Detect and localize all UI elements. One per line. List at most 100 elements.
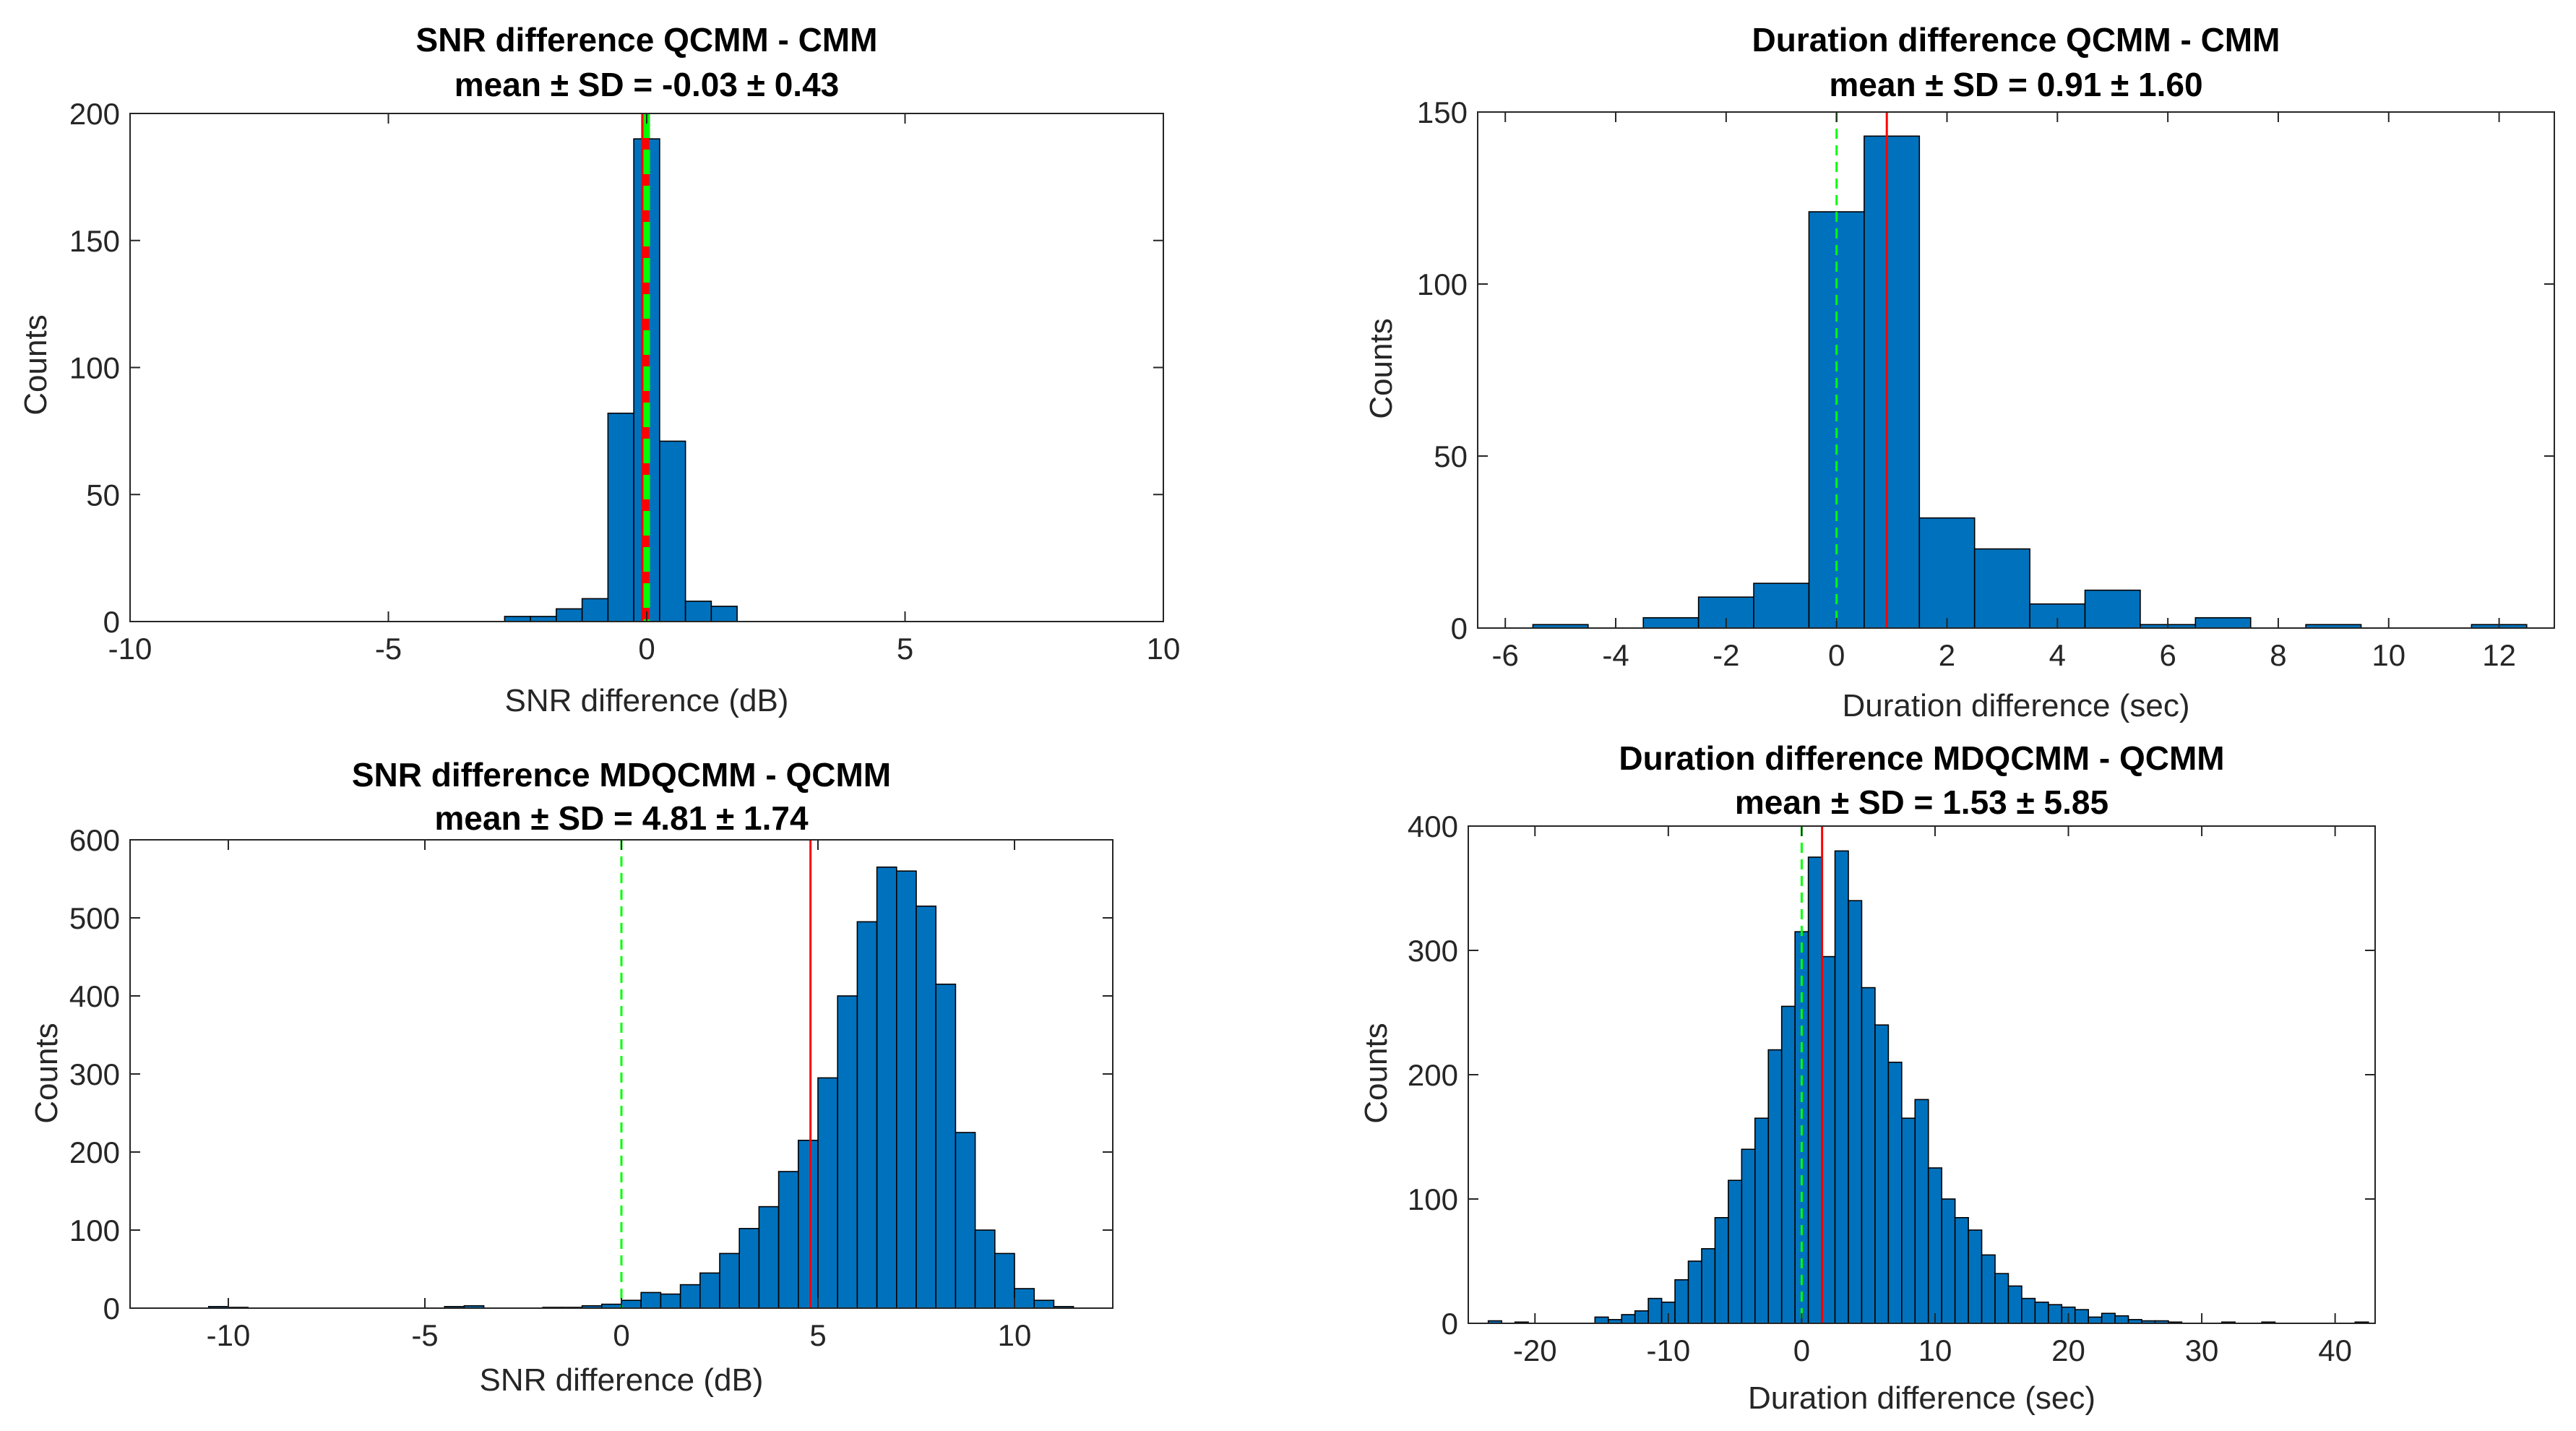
chart-subtitle: mean ± SD = -0.03 ± 0.43: [454, 66, 840, 103]
histogram-bar: [1714, 1216, 1729, 1324]
y-tick-label: 150: [69, 224, 120, 258]
histogram-bar: [837, 995, 858, 1309]
x-tick-label: 30: [2185, 1333, 2219, 1367]
histogram-bar: [1981, 1254, 1996, 1324]
histogram-bar: [856, 921, 878, 1309]
x-tick-label: -10: [207, 1318, 251, 1352]
histogram-bar: [1887, 1061, 1903, 1324]
x-tick-label: -20: [1513, 1333, 1557, 1367]
chart-title: SNR difference QCMM - CMM: [415, 21, 878, 59]
x-tick-label: -10: [1646, 1333, 1690, 1367]
histogram-bar: [1968, 1229, 1983, 1324]
histogram-plot: -6 -4 -2 0 2 4 6 8 10 12 0 50 100 150: [1417, 95, 2555, 672]
histogram-bar: [2048, 1304, 2063, 1324]
y-tick-label: 100: [69, 351, 120, 385]
y-tick-label: 200: [69, 97, 120, 131]
axes-frame: [1477, 111, 2555, 629]
y-tick-label: 400: [69, 979, 120, 1013]
histogram-bar: [1642, 616, 1700, 629]
x-tick-label: 0: [613, 1318, 629, 1352]
x-tick-label: 5: [897, 632, 913, 666]
histogram-bar: [1973, 548, 2030, 629]
histogram-bar: [679, 1284, 701, 1309]
x-tick-label: 10: [1147, 632, 1181, 666]
histogram-bar: [1821, 955, 1836, 1324]
histogram-bar: [710, 606, 738, 622]
histogram-bar: [1901, 1117, 1916, 1324]
chart-title: Duration difference MDQCMM - QCMM: [1619, 739, 2225, 777]
histogram-bar: [916, 906, 937, 1309]
x-tick-label: -5: [411, 1318, 438, 1352]
histogram-bar: [2007, 1285, 2023, 1324]
y-tick-label: 600: [69, 823, 120, 857]
x-tick-label: 6: [2159, 638, 2176, 672]
x-tick-label: 0: [1828, 638, 1845, 672]
x-tick-label: 0: [638, 632, 655, 666]
panel-dur-mdqcmm-qcmm: Duration difference MDQCMM - QCMM mean ±…: [1315, 723, 2576, 1431]
chart-subtitle: mean ± SD = 1.53 ± 5.85: [1734, 783, 2109, 821]
histogram-bar: [719, 1252, 741, 1309]
y-tick-label: 300: [1408, 934, 1458, 968]
histogram-bar: [556, 608, 583, 622]
y-tick-label: 100: [1408, 1182, 1458, 1216]
histogram-bar: [738, 1228, 760, 1309]
x-tick-label: 4: [2049, 638, 2066, 672]
chart-subtitle: mean ± SD = 4.81 ± 1.74: [434, 799, 809, 837]
panel-snr-mdqcmm-qcmm: SNR difference MDQCMM - QCMM mean ± SD =…: [0, 723, 1228, 1431]
histogram-bar: [1874, 1024, 1890, 1324]
histogram-bar: [1594, 1316, 1609, 1324]
histogram-bar: [1701, 1247, 1716, 1324]
histogram-bar: [1861, 987, 1876, 1324]
y-tick-label: 0: [1442, 1307, 1458, 1341]
histogram-bar: [955, 1132, 976, 1309]
chart-title: SNR difference MDQCMM - QCMM: [351, 756, 892, 794]
histogram-bar: [1941, 1198, 1956, 1324]
x-axis-label: Duration difference (sec): [1842, 688, 2190, 723]
histogram-bar: [607, 412, 634, 622]
y-tick-label: 200: [69, 1135, 120, 1169]
histogram-bar: [660, 1293, 681, 1309]
x-axis-label: SNR difference (dB): [479, 1362, 764, 1398]
y-axis-label: Counts: [29, 1023, 64, 1124]
histogram-bar: [1807, 856, 1822, 1324]
histogram-bar: [2114, 1315, 2129, 1324]
histogram-bar: [1914, 1099, 1929, 1324]
y-tick-label: 200: [1408, 1058, 1458, 1092]
chart-title: Duration difference QCMM - CMM: [1752, 21, 2280, 59]
histogram-bar: [1753, 583, 1810, 629]
histogram-bar: [777, 1171, 799, 1309]
histogram-bar: [640, 1292, 662, 1309]
histogram-bar: [1848, 900, 1863, 1324]
y-tick-label: 100: [69, 1213, 120, 1247]
histogram-bar: [935, 983, 957, 1309]
histogram-bar: [1927, 1167, 1942, 1324]
y-tick-label: 50: [1434, 439, 1468, 473]
histogram-bar: [2088, 1316, 2103, 1324]
y-tick-label: 100: [1417, 267, 1468, 301]
x-tick-label: -5: [375, 632, 402, 666]
histogram-bar: [1634, 1310, 1649, 1324]
histogram-bar: [994, 1252, 1015, 1309]
histogram-bar: [581, 598, 609, 622]
histogram-bar: [1621, 1314, 1636, 1324]
histogram-bar: [621, 1299, 642, 1309]
chart-subtitle: mean ± SD = 0.91 ± 1.60: [1829, 66, 2203, 103]
x-tick-label: 40: [2318, 1333, 2352, 1367]
y-tick-label: 0: [103, 605, 120, 639]
histogram-bar: [699, 1272, 720, 1309]
histogram-bar: [758, 1206, 780, 1309]
histogram-bar: [1014, 1288, 1035, 1309]
x-tick-label: 20: [2051, 1333, 2085, 1367]
x-tick-label: -10: [108, 632, 152, 666]
histogram-bar: [1674, 1279, 1689, 1324]
histogram-bar: [1033, 1299, 1055, 1309]
histogram-bar: [1687, 1260, 1702, 1324]
y-tick-label: 400: [1408, 809, 1458, 843]
y-tick-label: 50: [86, 478, 120, 512]
histogram-bar: [530, 616, 557, 622]
y-axis-label: Counts: [1358, 1023, 1394, 1124]
y-axis-label: Counts: [18, 314, 53, 416]
